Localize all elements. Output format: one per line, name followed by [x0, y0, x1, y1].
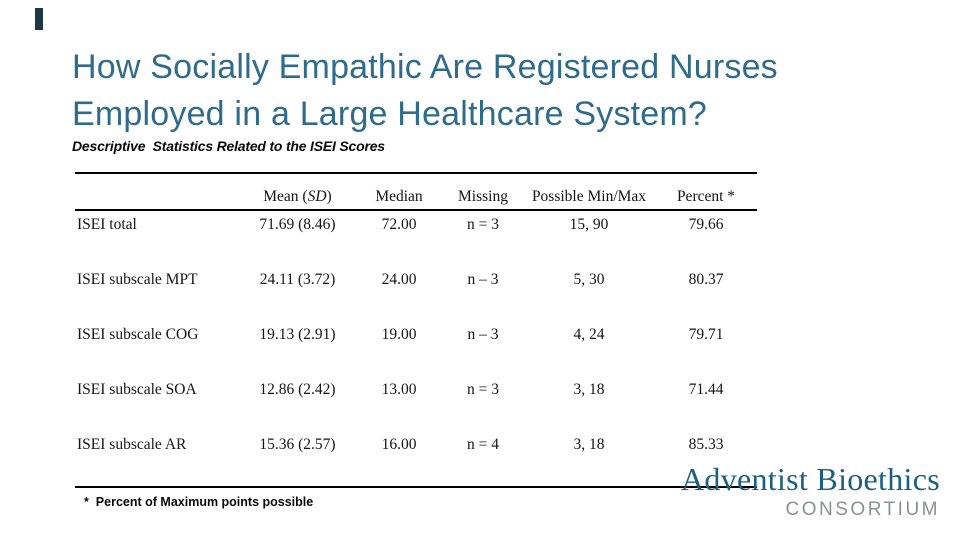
table-row: ISEI subscale COG 19.13 (2.91) 19.00 n –…	[75, 321, 757, 376]
median-value: 24.00	[381, 271, 417, 288]
accent-bar	[35, 8, 43, 30]
row-label: ISEI subscale MPT	[77, 271, 198, 288]
missing-value: n = 4	[467, 436, 499, 453]
adventist-bioethics-logo: Adventist Bioethics CONSORTIUM	[681, 462, 940, 520]
missing-value: n = 3	[467, 216, 499, 233]
table-row: ISEI subscale MPT 24.11 (3.72) 24.00 n –…	[75, 266, 757, 321]
row-label: ISEI subscale COG	[77, 326, 199, 343]
column-header-missing: Missing	[458, 188, 508, 205]
table-body: ISEI total 71.69 (8.46) 72.00 n = 3 15, …	[75, 211, 757, 488]
row-label: ISEI subscale AR	[77, 436, 187, 453]
table-footnote: * Percent of Maximum points possible	[84, 495, 314, 509]
slide-title: How Socially Empathic Are Registered Nur…	[72, 44, 932, 138]
table-row: ISEI total 71.69 (8.46) 72.00 n = 3 15, …	[75, 211, 757, 266]
minmax-value: 3, 18	[573, 381, 605, 398]
mean-value: 71.69 (8.46)	[259, 216, 336, 233]
table-row: ISEI subscale AR 15.36 (2.57) 16.00 n = …	[75, 431, 757, 486]
mean-value: 19.13 (2.91)	[259, 326, 336, 343]
mean-value: 15.36 (2.57)	[259, 436, 336, 453]
median-value: 16.00	[381, 436, 417, 453]
statistics-table: Mean (SD) Median Missing Possible Min/Ma…	[75, 172, 757, 488]
minmax-value: 15, 90	[569, 216, 609, 233]
percent-value: 85.33	[688, 436, 724, 453]
row-label: ISEI total	[77, 216, 137, 233]
mean-value: 24.11 (3.72)	[259, 271, 336, 288]
slide-title-line2: Employed in a Large Healthcare System?	[72, 95, 708, 133]
logo-subname: CONSORTIUM	[785, 499, 940, 520]
median-value: 72.00	[381, 216, 417, 233]
median-value: 13.00	[381, 381, 417, 398]
mean-header-prefix: Mean (	[263, 188, 308, 205]
missing-value: n – 3	[467, 326, 499, 343]
column-header-mean: Mean (SD)	[240, 188, 355, 206]
minmax-value: 5, 30	[573, 271, 605, 288]
row-label: ISEI subscale SOA	[77, 381, 197, 398]
median-value: 19.00	[381, 326, 417, 343]
minmax-value: 4, 24	[573, 326, 605, 343]
missing-value: n = 3	[467, 381, 499, 398]
column-header-minmax: Possible Min/Max	[531, 188, 647, 205]
minmax-value: 3, 18	[573, 436, 605, 453]
column-header-median: Median	[375, 188, 423, 205]
missing-value: n – 3	[467, 271, 499, 288]
slide-title-line1: How Socially Empathic Are Registered Nur…	[72, 48, 778, 86]
percent-value: 71.44	[688, 381, 724, 398]
mean-value: 12.86 (2.42)	[259, 381, 336, 398]
column-header-percent: Percent *	[676, 188, 736, 205]
mean-header-sd: SD	[307, 188, 327, 205]
logo-name: Adventist Bioethics	[680, 461, 940, 497]
table-row: ISEI subscale SOA 12.86 (2.42) 13.00 n =…	[75, 376, 757, 431]
percent-value: 79.71	[688, 326, 724, 343]
table-caption: Descriptive Statistics Related to the IS…	[72, 138, 385, 154]
table-header-row: Mean (SD) Median Missing Possible Min/Ma…	[75, 172, 757, 211]
percent-value: 80.37	[688, 271, 724, 288]
mean-header-suffix: )	[326, 188, 332, 205]
percent-value: 79.66	[688, 216, 724, 233]
